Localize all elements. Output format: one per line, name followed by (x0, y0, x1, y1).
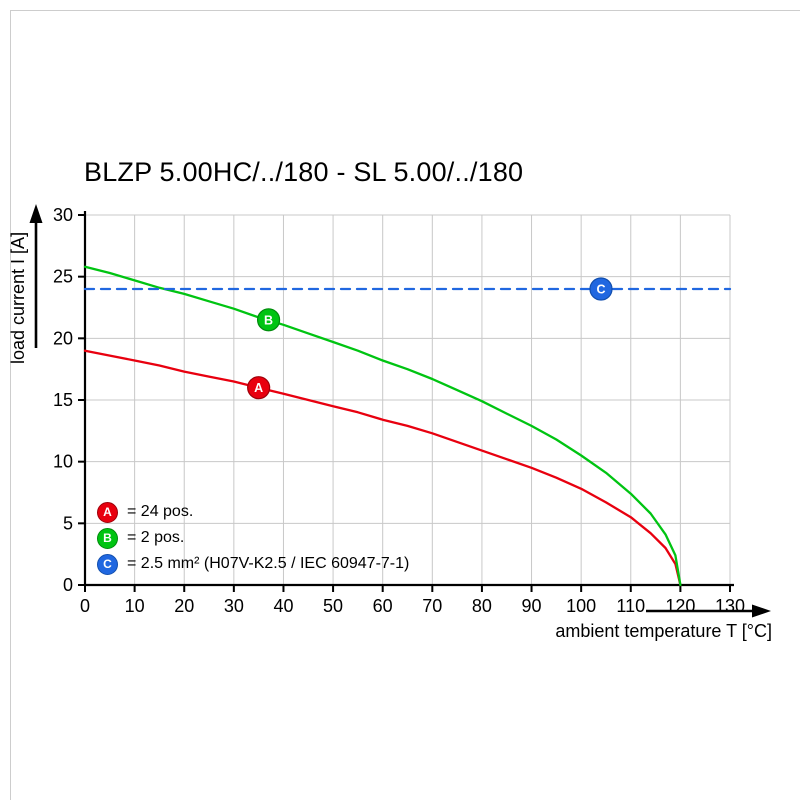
page-border-left (10, 10, 11, 800)
series-B-line (83, 265, 682, 587)
x-tick-label: 120 (665, 596, 695, 616)
series-c-badge: C (97, 553, 118, 575)
series-A-marker (247, 376, 271, 400)
x-tick-label: 100 (566, 596, 596, 616)
legend-label-a: = 24 pos. (127, 503, 194, 520)
page-border-top (10, 10, 800, 11)
y-tick-label: 0 (63, 575, 73, 595)
series-A-line (83, 349, 682, 587)
x-axis-arrowhead (752, 604, 771, 618)
x-tick-label: 70 (422, 596, 442, 616)
series-B-marker (256, 308, 281, 332)
x-tick-label: 10 (125, 596, 145, 616)
y-tick-label: 10 (53, 452, 73, 472)
legend: A = 24 pos. B = 2 pos. C = 2.5 mm² (H07V… (97, 499, 409, 577)
y-tick-label: 20 (53, 328, 73, 348)
x-axis-label: ambient temperature T [°C] (555, 621, 772, 641)
x-tick-label: 130 (715, 596, 745, 616)
y-tick-label: 15 (53, 390, 73, 410)
x-tick-label: 40 (273, 596, 293, 616)
series-A-marker-letter: A (254, 381, 263, 395)
series-b-badge: B (97, 527, 118, 549)
y-tick-label: 5 (63, 513, 73, 533)
x-tick-label: 0 (80, 596, 90, 616)
x-tick-label: 80 (472, 596, 492, 616)
series-a-badge: A (97, 501, 118, 523)
x-tick-label: 50 (323, 596, 343, 616)
legend-item-b: B = 2 pos. (97, 525, 409, 551)
legend-item-a: A = 24 pos. (97, 499, 409, 525)
legend-label-b: = 2 pos. (127, 529, 185, 546)
y-tick-label: 30 (53, 205, 73, 225)
legend-label-c: = 2.5 mm² (H07V-K2.5 / IEC 60947-7-1) (127, 555, 410, 572)
series-B-marker-letter: B (264, 313, 273, 327)
series-C-marker (589, 277, 613, 301)
x-tick-label: 110 (616, 596, 645, 616)
y-axis-arrowhead (29, 204, 43, 223)
y-tick-label: 25 (53, 267, 73, 287)
x-tick-label: 20 (174, 596, 194, 616)
x-tick-label: 60 (373, 596, 393, 616)
series-C-marker-letter: C (596, 283, 605, 297)
legend-item-c: C = 2.5 mm² (H07V-K2.5 / IEC 60947-7-1) (97, 551, 409, 577)
chart-title: BLZP 5.00HC/../180 - SL 5.00/../180 (84, 157, 524, 187)
x-tick-label: 90 (522, 596, 542, 616)
x-tick-label: 30 (224, 596, 244, 616)
